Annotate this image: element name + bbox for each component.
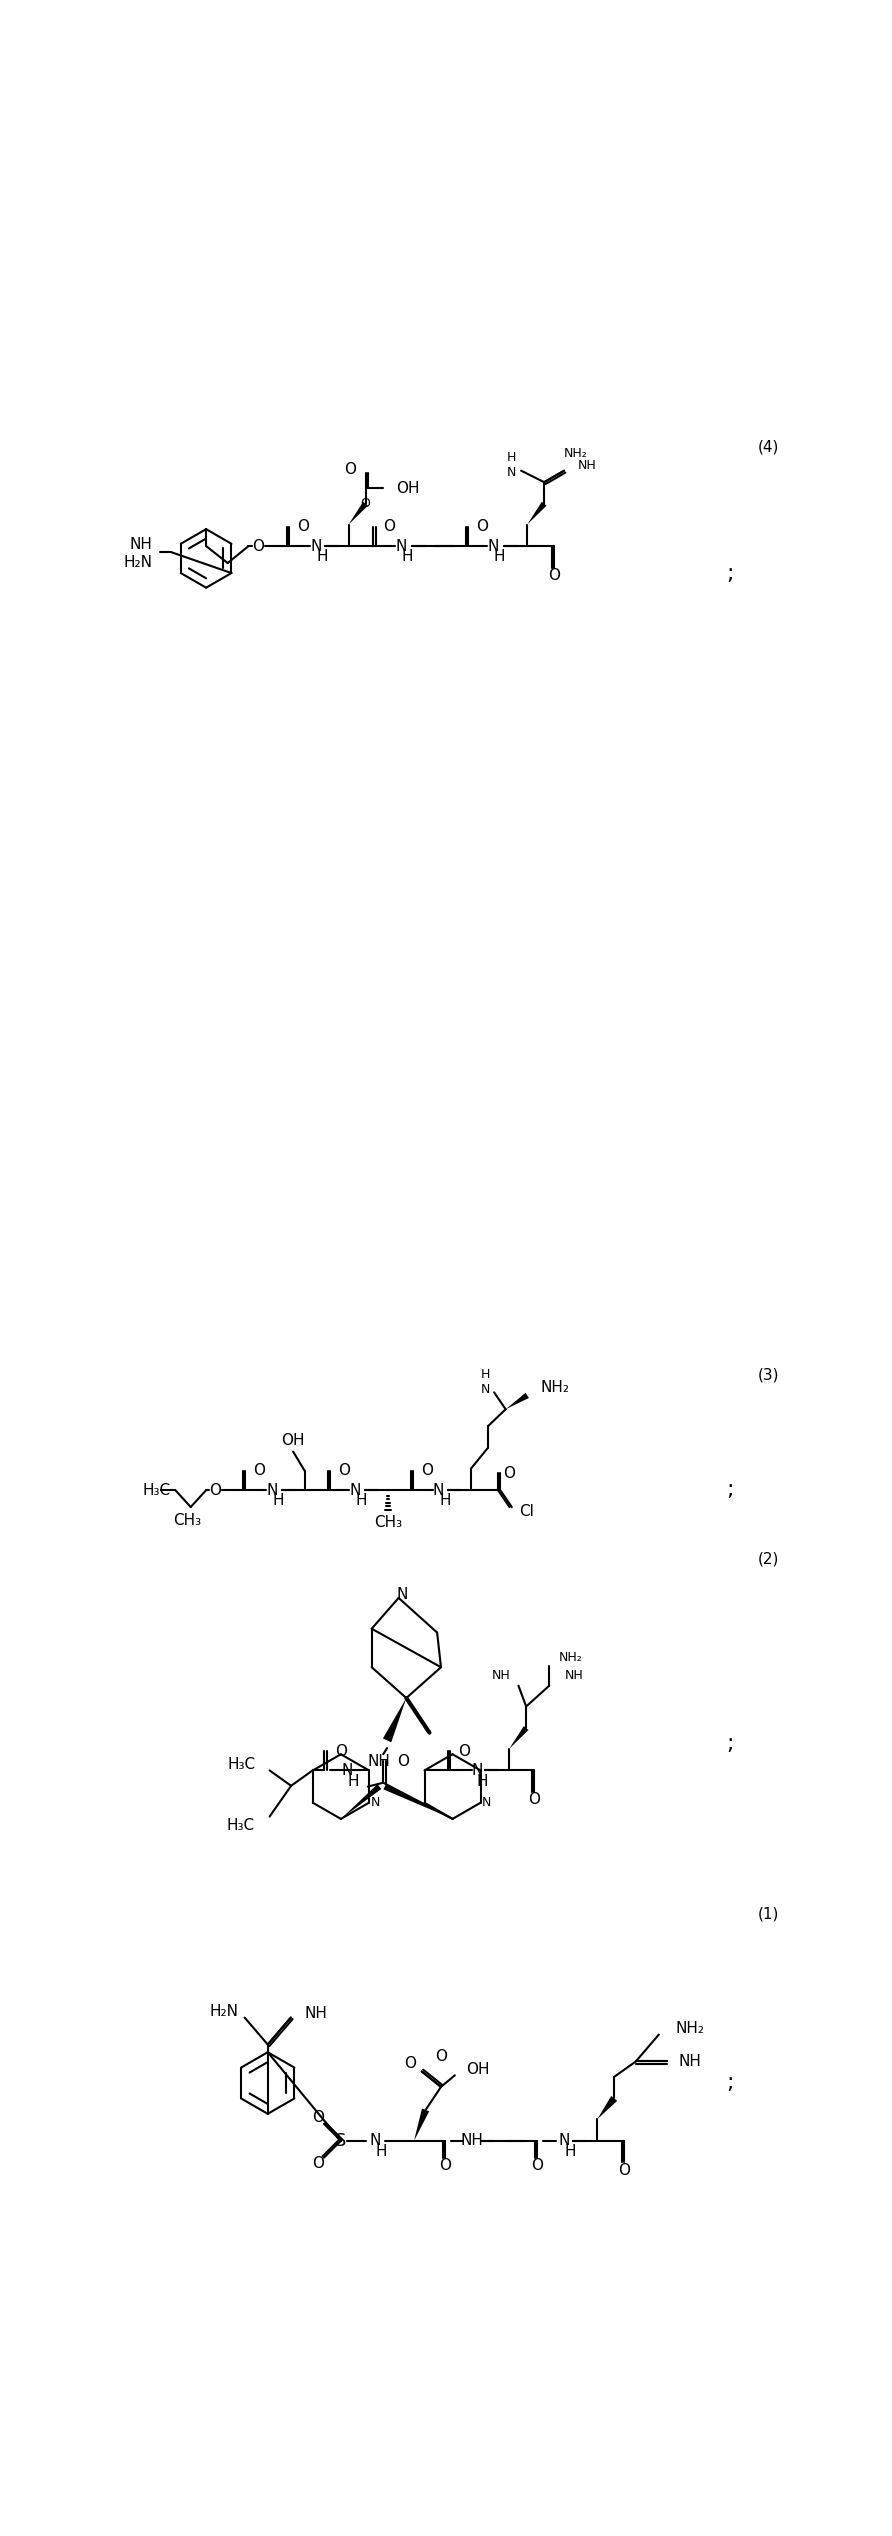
Text: CH₃: CH₃: [374, 1514, 402, 1529]
Polygon shape: [349, 502, 368, 525]
Text: NH: NH: [492, 1669, 511, 1681]
Text: N: N: [395, 538, 407, 553]
Text: O: O: [344, 462, 356, 477]
Text: NH: NH: [577, 459, 596, 472]
Text: N: N: [482, 1795, 491, 1808]
Text: (1): (1): [757, 1907, 779, 1922]
Text: O: O: [532, 2158, 543, 2173]
Text: H: H: [348, 1773, 359, 1788]
Text: O: O: [360, 497, 370, 510]
Text: OH: OH: [396, 482, 420, 497]
Text: O: O: [253, 1463, 265, 1478]
Polygon shape: [414, 2107, 429, 2140]
Text: O: O: [397, 1755, 409, 1768]
Text: NH: NH: [565, 1669, 583, 1681]
Text: O: O: [404, 2057, 417, 2072]
Polygon shape: [527, 502, 547, 525]
Polygon shape: [383, 1699, 407, 1742]
Text: N: N: [342, 1763, 353, 1778]
Text: H: H: [317, 550, 328, 566]
Text: OH: OH: [467, 2062, 490, 2077]
Text: N: N: [370, 2133, 381, 2148]
Text: H: H: [439, 1494, 450, 1509]
Text: CH₃: CH₃: [173, 1514, 201, 1529]
Text: NH: NH: [678, 2054, 701, 2069]
Text: O: O: [618, 2163, 631, 2178]
Text: O: O: [421, 1463, 433, 1478]
Text: H
N: H N: [507, 451, 516, 479]
Text: H₃C: H₃C: [227, 1757, 256, 1773]
Text: O: O: [312, 2156, 324, 2171]
Text: NH: NH: [129, 538, 153, 553]
Text: O: O: [297, 520, 309, 535]
Text: O: O: [549, 568, 560, 583]
Text: OH: OH: [281, 1433, 305, 1448]
Text: ;: ;: [726, 2072, 733, 2092]
Text: NH: NH: [368, 1755, 391, 1770]
Text: H: H: [273, 1494, 285, 1509]
Text: H: H: [565, 2143, 576, 2158]
Text: (2): (2): [757, 1552, 779, 1567]
Text: H: H: [356, 1494, 368, 1509]
Text: O: O: [458, 1745, 470, 1757]
Text: O: O: [435, 2049, 447, 2064]
Polygon shape: [341, 1785, 382, 1818]
Text: O: O: [475, 520, 488, 535]
Text: O: O: [210, 1484, 221, 1499]
Text: N: N: [558, 2133, 570, 2148]
Text: H₃C: H₃C: [143, 1484, 171, 1499]
Text: O: O: [312, 2110, 324, 2125]
Text: N: N: [350, 1484, 361, 1499]
Text: H₂N: H₂N: [124, 555, 153, 571]
Text: N: N: [397, 1588, 409, 1603]
Text: N: N: [433, 1484, 444, 1499]
Text: O: O: [384, 520, 395, 535]
Text: NH₂: NH₂: [541, 1380, 569, 1395]
Text: H₃C: H₃C: [226, 1818, 254, 1834]
Text: N: N: [370, 1795, 380, 1808]
Text: N: N: [471, 1763, 483, 1778]
Text: Cl: Cl: [519, 1504, 534, 1519]
Polygon shape: [598, 2095, 617, 2120]
Text: ;: ;: [726, 1481, 733, 1501]
Text: O: O: [503, 1466, 516, 1481]
Text: N: N: [488, 538, 499, 553]
Text: NH: NH: [305, 2006, 327, 2021]
Text: NH₂: NH₂: [558, 1651, 582, 1664]
Text: NH₂: NH₂: [676, 2021, 705, 2036]
Text: NH: NH: [460, 2133, 483, 2148]
Text: H: H: [494, 550, 505, 566]
Text: ;: ;: [726, 1735, 733, 1755]
Text: NH₂: NH₂: [564, 446, 588, 459]
Text: H: H: [376, 2143, 387, 2158]
Text: H₂N: H₂N: [210, 2003, 238, 2019]
Polygon shape: [506, 1392, 529, 1410]
Text: ;: ;: [726, 563, 733, 583]
Text: S: S: [335, 2133, 347, 2151]
Text: (3): (3): [757, 1367, 779, 1382]
Text: O: O: [335, 1745, 347, 1757]
Polygon shape: [509, 1727, 529, 1750]
Text: O: O: [528, 1793, 540, 1808]
Polygon shape: [384, 1783, 452, 1818]
Text: O: O: [338, 1463, 350, 1478]
Text: O: O: [252, 538, 265, 553]
Text: H: H: [401, 550, 413, 566]
Text: H: H: [476, 1773, 488, 1788]
Text: O: O: [439, 2158, 450, 2173]
Text: H
N: H N: [481, 1369, 491, 1397]
Text: N: N: [267, 1484, 278, 1499]
Text: N: N: [310, 538, 322, 553]
Text: (4): (4): [757, 439, 779, 454]
